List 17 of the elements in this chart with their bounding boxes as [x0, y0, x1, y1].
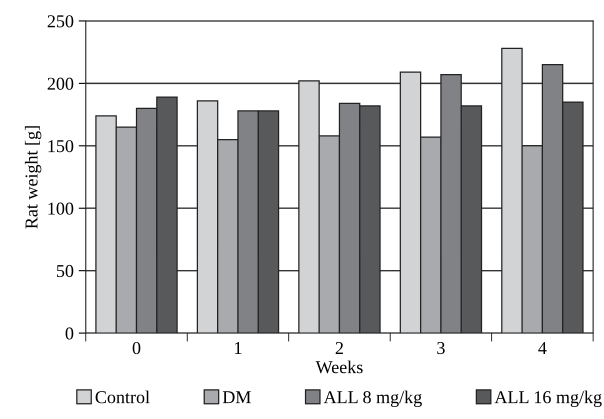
x-tick-label: 2: [336, 342, 343, 354]
y-axis-title: Rat weight [g]: [24, 126, 42, 229]
y-tick-label: 0: [66, 327, 74, 340]
legend-label: ALL 8 mg/kg: [324, 390, 422, 408]
y-tick-label: 200: [48, 78, 74, 90]
legend-label: Control: [96, 390, 150, 404]
x-tick-label: 4: [538, 342, 547, 354]
x-tick-label: 1: [235, 342, 242, 354]
x-tick-label: 3: [437, 342, 445, 354]
y-tick-label: 150: [48, 140, 74, 152]
legend-label: DM: [222, 391, 251, 404]
y-tick-label: 100: [48, 202, 74, 215]
x-tick-label: 0: [132, 342, 140, 354]
legend-label: ALL 16 mg/kg: [494, 390, 602, 408]
x-axis-title: Weeks: [316, 360, 363, 374]
y-tick-label: 250: [48, 15, 74, 28]
y-tick-label: 50: [56, 264, 74, 278]
